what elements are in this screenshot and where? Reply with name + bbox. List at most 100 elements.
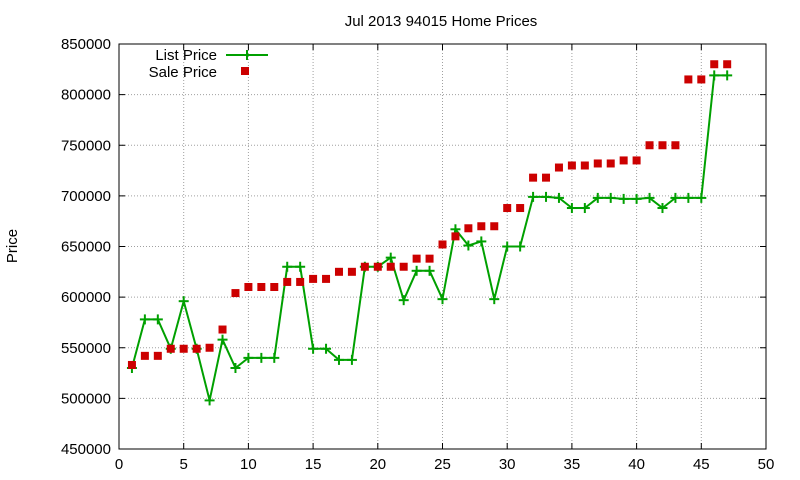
x-tick-label: 45 (693, 456, 710, 473)
y-tick-label: 600000 (61, 289, 111, 306)
x-tick-label: 5 (180, 456, 188, 473)
y-tick-label: 650000 (61, 239, 111, 256)
y-tick-label: 500000 (61, 390, 111, 407)
x-tick-label: 40 (628, 456, 645, 473)
data-point-sale-price (723, 60, 732, 69)
data-point-sale-price (192, 344, 201, 353)
data-point-sale-price (412, 254, 421, 263)
data-point-list-price (346, 354, 357, 365)
data-point-sale-price (684, 75, 693, 84)
data-point-sale-price (567, 161, 576, 170)
x-tick-label: 50 (758, 456, 775, 473)
data-point-sale-price (140, 351, 149, 360)
data-point-list-price (502, 241, 513, 252)
data-point-list-price (411, 265, 422, 276)
data-point-sale-price (503, 204, 512, 213)
data-point-list-price (566, 203, 577, 214)
legend-marker-list-price (242, 50, 252, 60)
y-tick-label: 850000 (61, 36, 111, 53)
x-tick-label: 35 (564, 456, 581, 473)
data-point-list-price (579, 203, 590, 214)
data-point-sale-price (425, 254, 434, 263)
data-point-sale-price (606, 159, 615, 168)
data-point-sale-price (671, 141, 680, 150)
x-tick-label: 30 (499, 456, 516, 473)
data-point-sale-price (153, 351, 162, 360)
data-point-list-price (463, 240, 474, 251)
data-point-sale-price (283, 277, 292, 286)
data-point-list-price (644, 192, 655, 203)
data-point-sale-price (477, 222, 486, 231)
data-point-list-price (528, 191, 539, 202)
data-point-list-price (243, 352, 254, 363)
legend-swatch-sale-price (241, 67, 249, 75)
series-line-list-price (130, 74, 728, 402)
data-point-sale-price (542, 173, 551, 182)
y-tick-label: 450000 (61, 441, 111, 458)
data-point-sale-price (360, 262, 369, 271)
data-point-sale-price (218, 325, 227, 334)
data-point-sale-price (658, 141, 667, 150)
series-sale-price (127, 60, 732, 369)
data-point-sale-price (451, 232, 460, 241)
data-point-list-price (295, 261, 306, 272)
data-point-list-price (333, 354, 344, 365)
data-point-sale-price (179, 344, 188, 353)
data-point-list-price (553, 192, 564, 203)
data-point-sale-price (347, 267, 356, 276)
y-tick-label: 550000 (61, 340, 111, 357)
legend-label-sale-price: Sale Price (149, 64, 217, 81)
y-tick-label: 750000 (61, 137, 111, 154)
y-tick-label: 800000 (61, 87, 111, 104)
data-point-list-price (489, 294, 500, 305)
data-point-list-price (230, 363, 241, 373)
data-point-sale-price (697, 75, 706, 84)
chart-title: Jul 2013 94015 Home Prices (345, 13, 538, 30)
data-point-list-price (204, 395, 215, 406)
data-point-list-price (178, 296, 189, 307)
y-tick-label: 700000 (61, 188, 111, 205)
data-series (126, 60, 733, 406)
data-point-sale-price (322, 274, 331, 283)
data-point-sale-price (632, 156, 641, 165)
data-point-sale-price (529, 173, 538, 182)
data-point-sale-price (593, 159, 602, 168)
data-point-sale-price (205, 343, 214, 352)
data-point-sale-price (580, 161, 589, 170)
data-point-list-price (541, 191, 552, 202)
legend-label-list-price: List Price (155, 47, 217, 64)
data-point-sale-price (373, 262, 382, 271)
data-point-sale-price (516, 204, 525, 213)
axis-ticks: 0 5 10 15 20 25 30 35 40 45 50 450000 500000 550000 60… (61, 36, 774, 473)
data-point-list-price (631, 193, 642, 204)
data-point-sale-price (309, 274, 318, 283)
data-point-list-price (217, 334, 228, 345)
data-point-list-price (424, 265, 435, 276)
data-point-list-price (515, 241, 526, 252)
data-point-list-price (282, 261, 293, 272)
data-point-list-price (683, 192, 694, 203)
legend: List Price Sale Price (149, 47, 268, 81)
data-point-list-price (321, 343, 332, 354)
data-point-sale-price (464, 224, 473, 233)
data-point-sale-price (296, 277, 305, 286)
data-point-sale-price (166, 344, 175, 353)
data-point-list-price (670, 192, 681, 203)
x-tick-label: 10 (240, 456, 257, 473)
data-point-sale-price (399, 262, 408, 271)
data-point-sale-price (334, 267, 343, 276)
data-point-list-price (476, 236, 487, 247)
data-point-sale-price (270, 283, 279, 291)
data-point-list-price (308, 343, 319, 354)
data-point-list-price (398, 295, 409, 306)
data-point-list-price (437, 294, 448, 305)
y-axis-label: Price (4, 229, 21, 263)
data-point-list-price (657, 203, 668, 214)
data-point-list-price (618, 193, 629, 204)
data-point-list-price (139, 314, 150, 325)
data-point-sale-price (554, 163, 563, 172)
x-tick-label: 20 (369, 456, 386, 473)
data-point-list-price (709, 70, 720, 81)
